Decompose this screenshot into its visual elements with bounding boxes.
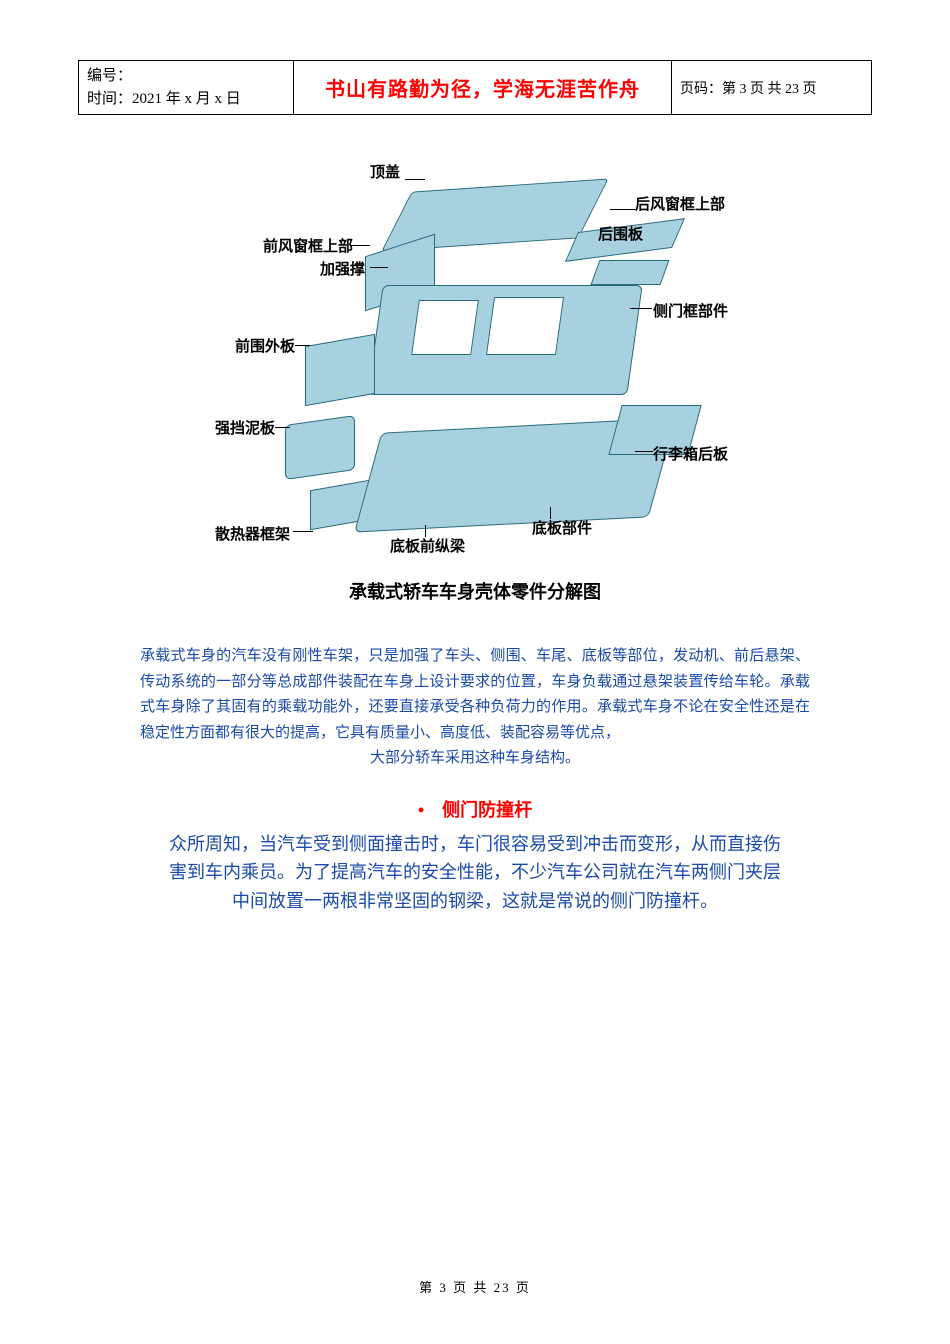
- diagram-caption: 承载式轿车车身壳体零件分解图: [78, 578, 872, 604]
- label-rear-window-upper: 后风窗框上部: [635, 193, 725, 214]
- window-cutout-2: [486, 297, 564, 355]
- header-pagecode: 页码：第 3 页 共 23 页: [672, 61, 872, 115]
- doc-time: 时间：2021 年 x 月 x 日: [87, 88, 285, 111]
- header-table: 编号： 时间：2021 年 x 月 x 日 书山有路勤为径，学海无涯苦作舟 页码…: [78, 60, 872, 115]
- label-reinforce: 加强撑: [320, 258, 365, 279]
- label-roof: 顶盖: [370, 161, 400, 182]
- section-title-text: 侧门防撞杆: [442, 800, 532, 820]
- label-fender: 强挡泥板: [215, 417, 275, 438]
- header-motto: 书山有路勤为径，学海无涯苦作舟: [294, 61, 672, 115]
- part-rear-panel: [590, 260, 669, 285]
- doc-number: 编号：: [87, 65, 285, 88]
- label-side-door-frame: 侧门框部件: [653, 300, 728, 321]
- label-floor-front-beam: 底板前纵梁: [390, 535, 465, 556]
- label-rear-panel: 后围板: [598, 223, 643, 244]
- para2-line1: 众所周知，当汽车受到侧面撞击时，车门很容易受到冲击而变形，从而直接伤: [128, 830, 822, 859]
- bullet-icon: •: [418, 800, 424, 820]
- paragraph-1-text: 承载式车身的汽车没有刚性车架，只是加强了车头、侧围、车尾、底板等部位，发动机、前…: [140, 648, 810, 741]
- diagram-container: 顶盖 后风窗框上部 后围板 前风窗框上部 加强撑 侧门框部件 前围外板 强挡泥板…: [78, 165, 872, 604]
- part-fender: [285, 415, 355, 480]
- header-left-cell: 编号： 时间：2021 年 x 月 x 日: [79, 61, 294, 115]
- label-floor-part: 底板部件: [532, 517, 592, 538]
- car-body-diagram: 顶盖 后风窗框上部 后围板 前风窗框上部 加强撑 侧门框部件 前围外板 强挡泥板…: [215, 165, 735, 565]
- paragraph-1: 承载式车身的汽车没有刚性车架，只是加强了车头、侧围、车尾、底板等部位，发动机、前…: [140, 644, 810, 772]
- label-front-window-upper: 前风窗框上部: [263, 235, 353, 256]
- paragraph-1-last: 大部分轿车采用这种车身结构。: [140, 746, 810, 772]
- label-trunk-rear: 行李箱后板: [653, 443, 728, 464]
- label-radiator-frame: 散热器框架: [215, 523, 290, 544]
- part-front-outer: [305, 334, 375, 406]
- section-title: • 侧门防撞杆: [78, 796, 872, 822]
- window-cutout-1: [411, 300, 479, 355]
- paragraph-2: 众所周知，当汽车受到侧面撞击时，车门很容易受到冲击而变形，从而直接伤 害到车内乘…: [128, 830, 822, 916]
- label-front-outer: 前围外板: [235, 335, 295, 356]
- page-footer: 第 3 页 共 23 页: [0, 1277, 950, 1296]
- para2-line2: 害到车内乘员。为了提高汽车的安全性能，不少汽车公司就在汽车两侧门夹层: [128, 858, 822, 887]
- para2-line3: 中间放置一两根非常坚固的钢梁，这就是常说的侧门防撞杆。: [128, 887, 822, 916]
